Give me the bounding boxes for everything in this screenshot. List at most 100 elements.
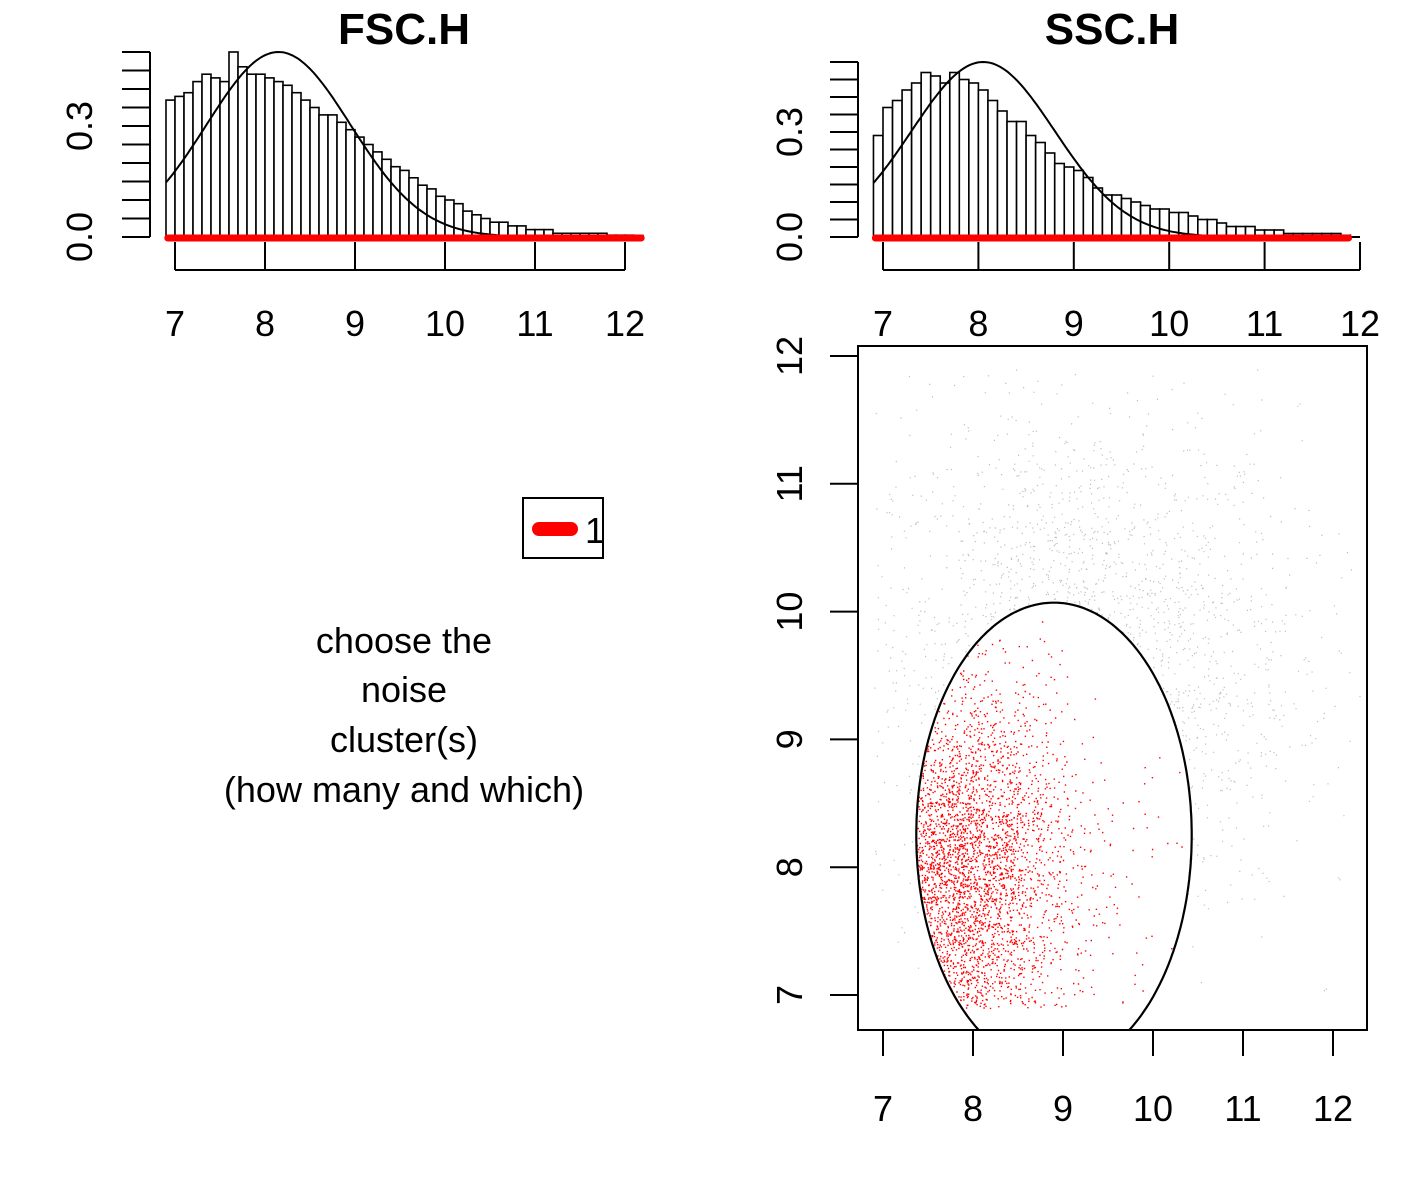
histogram-bar [1111, 194, 1123, 238]
histogram-bar [354, 136, 365, 238]
x-tick-label: 7 [873, 1088, 893, 1129]
scatter-noise-points [874, 369, 1361, 992]
noise-point-cloud [874, 369, 1361, 992]
message-line-3: cluster(s) [330, 719, 478, 760]
message-line-2: noise [361, 669, 447, 710]
histogram-bar [246, 73, 257, 238]
histogram-bar [201, 73, 212, 238]
histogram-bar [910, 82, 922, 238]
histogram-bar [872, 134, 884, 238]
scatter-y-axis: 7 8 9 10 11 12 [769, 336, 859, 1005]
fsc-y-axis: 0.0 0.3 [59, 51, 151, 262]
histogram-bar [968, 82, 980, 238]
histogram-bar [192, 80, 203, 238]
histogram-bar [1006, 120, 1018, 238]
histogram-bar [444, 199, 455, 238]
histogram-bar [987, 99, 999, 238]
histogram-bar [891, 99, 903, 238]
histogram-bar [273, 80, 284, 238]
histogram-bar [264, 77, 275, 238]
histogram-bar [1053, 162, 1066, 238]
x-tick-label: 12 [1313, 1088, 1353, 1129]
legend-label: 1 [585, 510, 605, 551]
x-tick-label: 8 [968, 303, 988, 344]
histogram-bar [291, 91, 302, 238]
histogram-bar [381, 158, 392, 238]
histogram-bar [996, 110, 1008, 238]
y-tick-label: 10 [769, 592, 810, 632]
ssc-y-axis: 0.0 0.3 [769, 61, 859, 262]
x-tick-label: 8 [963, 1088, 983, 1129]
histogram-bar [1092, 187, 1104, 238]
histogram-bar [237, 66, 248, 238]
histogram-bar [255, 73, 266, 238]
y-tick-label: 0.3 [59, 101, 100, 151]
x-tick-label: 7 [165, 303, 185, 344]
y-tick-label: 11 [769, 465, 810, 502]
x-tick-label: 9 [1064, 303, 1084, 344]
histogram-bar [1025, 134, 1037, 238]
histogram-bar [183, 91, 194, 238]
histogram-bar [1015, 120, 1027, 238]
histogram-bar [219, 80, 230, 238]
x-tick-label: 11 [1246, 303, 1283, 344]
legend: 1 [522, 497, 605, 559]
x-tick-label: 11 [1224, 1088, 1261, 1129]
cluster-boundary-ellipse [915, 601, 1193, 1030]
histogram-bar [901, 89, 913, 238]
y-tick-label: 0.0 [59, 212, 100, 262]
histogram-bar [300, 99, 311, 238]
scatter-cluster-points [916, 621, 1183, 1010]
x-tick-label: 11 [516, 303, 553, 344]
y-tick-label: 0.0 [769, 212, 810, 262]
histogram-bar [282, 84, 293, 238]
x-tick-label: 12 [605, 303, 645, 344]
ssc-x-axis: 7 8 9 10 11 12 [873, 242, 1380, 344]
histogram-bar [939, 82, 951, 238]
message-line-1: choose the [316, 620, 492, 661]
fsc-histogram-panel: FSC.H 7 8 9 10 11 12 0.0 0.3 [59, 5, 645, 344]
histogram-bar [426, 188, 437, 238]
histogram-bar [1149, 208, 1161, 238]
histogram-bar [1206, 218, 1218, 238]
histogram-bar [1063, 166, 1075, 238]
x-tick-label: 10 [1133, 1088, 1173, 1129]
ssc-histogram-panel: SSC.H 7 8 9 10 11 12 0.0 0.3 [769, 5, 1380, 344]
histogram-bar [1082, 176, 1094, 238]
ssc-title: SSC.H [1045, 5, 1179, 54]
histogram-bar [1034, 141, 1046, 238]
x-tick-label: 7 [873, 303, 893, 344]
y-tick-label: 0.3 [769, 107, 810, 157]
histogram-bar [309, 106, 320, 238]
histogram-bar [1073, 169, 1085, 238]
y-tick-label: 12 [769, 336, 810, 376]
scatter-plot-frame [857, 345, 1368, 1031]
histogram-bar [210, 77, 221, 238]
instruction-message: choose the noise cluster(s) (how many an… [224, 620, 584, 810]
histogram-bar [920, 71, 932, 238]
histogram-bar [462, 210, 473, 238]
histogram-bar [399, 169, 410, 238]
histogram-bar [948, 71, 961, 238]
histogram-bar [318, 114, 329, 238]
histogram-bar [327, 114, 338, 238]
histogram-bar [977, 89, 989, 238]
histogram-bar [882, 106, 894, 238]
x-tick-label: 9 [345, 303, 365, 344]
histogram-bar [345, 128, 356, 238]
histogram-bar [958, 78, 970, 238]
fsc-x-axis: 7 8 9 10 11 12 [165, 242, 645, 344]
message-line-4: (how many and which) [224, 769, 584, 810]
y-tick-label: 8 [769, 857, 810, 877]
y-tick-label: 7 [769, 985, 810, 1005]
histogram-bar [1120, 197, 1132, 238]
x-tick-label: 12 [1340, 303, 1380, 344]
scatter-x-axis: 7 8 9 10 11 12 [873, 1029, 1353, 1129]
histogram-bar [165, 99, 176, 238]
histogram-bar [435, 195, 446, 238]
y-tick-label: 9 [769, 729, 810, 749]
scatter-panel: 7 8 9 10 11 12 7 8 9 10 11 12 [769, 336, 1368, 1129]
histogram-bar [453, 202, 464, 238]
histogram-bar [1158, 208, 1171, 238]
